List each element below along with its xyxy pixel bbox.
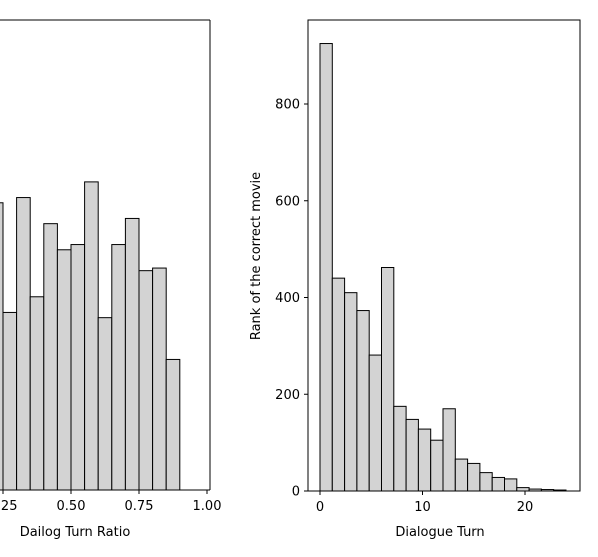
left-x-tick-label: 0.75 [125, 499, 154, 514]
right-histogram-bar [381, 267, 395, 492]
left-x-tick-label: 0.50 [57, 499, 86, 514]
right-histogram-bar [504, 478, 518, 492]
left-bars-group [0, 181, 181, 491]
left-histogram-bar [124, 217, 140, 491]
left-histogram-bar [2, 311, 18, 491]
left-histogram-bar [43, 223, 58, 491]
right-histogram-bar [319, 43, 333, 492]
left-histogram-bar [165, 358, 181, 491]
left-histogram-bar [97, 317, 113, 491]
right-histogram-bar [454, 458, 469, 492]
left-x-tick-label: 1.00 [193, 499, 222, 514]
right-histogram-bar [430, 439, 444, 492]
right-histogram-bar [356, 310, 370, 492]
right-histogram-bar [479, 472, 493, 492]
left-histogram-bar [56, 249, 72, 491]
left-histogram-bar [29, 296, 45, 491]
right-y-tick-label: 200 [275, 388, 300, 403]
right-bars-group [319, 43, 567, 492]
right-histogram-bar [393, 405, 407, 492]
left-histogram-bar [16, 197, 31, 491]
left-histogram-bar [138, 270, 154, 491]
right-y-tick-label: 400 [275, 291, 300, 306]
right-x-axis-label: Dialogue Turn [395, 525, 484, 540]
right-y-tick-label: 600 [275, 194, 300, 209]
right-histogram-bar [516, 487, 530, 492]
left-histogram-bar [70, 244, 86, 491]
right-histogram-bar [368, 354, 383, 492]
right-histogram-bar [491, 476, 506, 492]
right-histogram-bar [331, 277, 346, 492]
left-histogram-bar [152, 267, 167, 491]
right-y-ticks-group: 0 200 400 600 800 [275, 98, 308, 500]
right-x-tick-label: 10 [414, 500, 431, 515]
right-y-tick-label: 0 [292, 485, 300, 500]
right-x-tick-label: 0 [316, 500, 324, 515]
left-histogram-panel: 0.25 0.50 0.75 1.00 Dailog Turn Ratio [0, 19, 221, 540]
left-histogram-bar [84, 181, 99, 491]
right-histogram-panel: 0 10 20 0 200 400 600 800 Dialogue Turn Rank o… [249, 19, 581, 540]
right-axes-frame [307, 19, 581, 492]
left-x-axis-label: Dailog Turn Ratio [20, 525, 131, 540]
right-y-axis-label: Rank of the correct movie [249, 172, 264, 340]
right-x-tick-label: 20 [517, 500, 534, 515]
right-x-ticks-group: 0 10 20 [316, 491, 533, 515]
right-histogram-bar [467, 462, 481, 492]
right-histogram-bar [344, 292, 358, 492]
left-x-ticks-group: 0.25 0.50 0.75 1.00 [0, 490, 221, 514]
right-y-tick-label: 800 [275, 98, 300, 113]
left-histogram-bar [111, 244, 126, 491]
left-x-tick-label: 0.25 [0, 499, 17, 514]
right-histogram-bar [405, 418, 419, 492]
right-histogram-bar [442, 408, 456, 492]
right-histogram-bar [417, 428, 432, 492]
